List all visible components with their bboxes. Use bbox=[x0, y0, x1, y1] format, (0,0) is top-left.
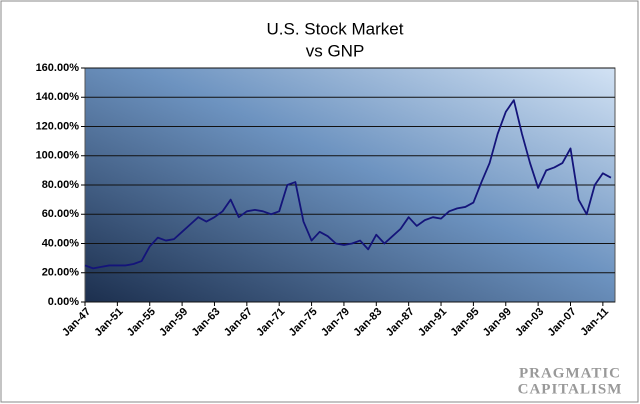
y-tick-label: 120.00% bbox=[36, 120, 80, 132]
chart-title: vs GNP bbox=[306, 41, 365, 60]
y-tick-label: 160.00% bbox=[36, 62, 80, 74]
y-tick-label: 40.00% bbox=[42, 237, 80, 249]
y-tick-label: 140.00% bbox=[36, 91, 80, 103]
y-tick-label: 100.00% bbox=[36, 150, 80, 162]
chart-title: U.S. Stock Market bbox=[267, 19, 404, 38]
y-tick-label: 80.00% bbox=[42, 179, 80, 191]
y-tick-label: 20.00% bbox=[42, 267, 80, 279]
watermark: PRAGMATIC bbox=[519, 365, 621, 381]
y-tick-label: 60.00% bbox=[42, 208, 80, 220]
y-tick-label: 0.00% bbox=[48, 296, 79, 308]
watermark: CAPITALISM bbox=[518, 381, 623, 397]
data-line bbox=[84, 99, 612, 270]
